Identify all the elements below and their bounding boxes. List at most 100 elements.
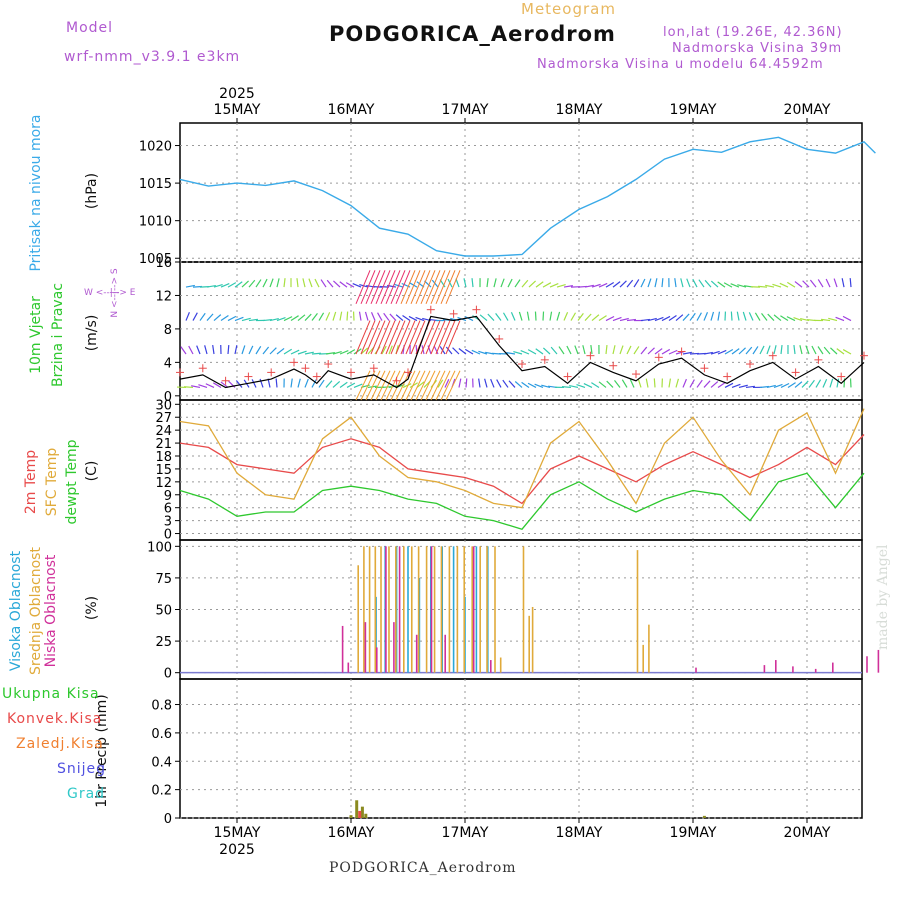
- x-bottom-label: 19MAY: [670, 825, 717, 841]
- wind-barb: [828, 317, 838, 322]
- wind-barb: [563, 312, 569, 321]
- wind-barb: [542, 282, 552, 288]
- wind-barb: [241, 317, 251, 322]
- wind-barb: [435, 320, 451, 355]
- y-tick-label: 0.2: [151, 784, 172, 799]
- wind-barb: [206, 313, 214, 321]
- wind-barb: [510, 312, 516, 321]
- wind-barb: [614, 379, 621, 388]
- wind-barb: [383, 312, 390, 321]
- x-top-label: 15MAY: [214, 102, 261, 118]
- wind-barb: [514, 279, 521, 288]
- wind-barb: [661, 315, 671, 322]
- wind-barb: [815, 379, 822, 388]
- y-tick-label: 27: [155, 411, 172, 426]
- x-top-label: 19MAY: [670, 102, 717, 118]
- y-tick-label: 1020: [139, 140, 172, 155]
- wind-barb: [836, 378, 840, 388]
- wind-barb: [445, 346, 453, 355]
- wind-barb: [535, 348, 544, 355]
- wind-barb: [370, 320, 386, 355]
- wind-barb: [612, 316, 622, 322]
- wind-barb: [235, 380, 243, 388]
- wind-barb: [640, 318, 651, 322]
- wind-barb: [647, 317, 657, 322]
- wind-barb: [496, 379, 502, 388]
- model-elevation-label: Nadmorska Visina u modelu 64.4592m: [537, 57, 824, 72]
- x-bottom-year: 2025: [219, 842, 255, 858]
- wind-barb: [370, 370, 386, 401]
- wind-barb: [799, 345, 803, 355]
- wind-barb: [561, 386, 572, 389]
- y-tick-label: 1005: [139, 252, 172, 267]
- wind-barb: [574, 345, 579, 355]
- wind-barb: [415, 316, 425, 322]
- temp-2m-line: [179, 434, 865, 505]
- wind-barb: [425, 270, 441, 305]
- y-tick-label: 1015: [139, 177, 172, 192]
- wind-barb: [304, 313, 312, 321]
- wind-barb: [262, 346, 270, 355]
- wind-barb: [717, 349, 727, 355]
- lonlat-label: lon,lat (19.26E, 42.36N): [663, 25, 843, 40]
- wind-barb: [471, 349, 481, 355]
- wind-barb: [458, 348, 467, 355]
- wind-barb: [830, 347, 838, 355]
- wind-barb: [704, 279, 712, 288]
- wind-barb: [471, 278, 474, 288]
- panel-frame-0: [179, 122, 863, 263]
- wind-barb: [558, 346, 565, 355]
- wind-barb: [220, 283, 230, 288]
- wind-barb: [400, 370, 416, 401]
- wind-barb: [582, 345, 586, 355]
- wind-barb: [766, 384, 776, 389]
- wind-barb: [445, 320, 461, 355]
- wind-barb: [534, 383, 544, 389]
- temp-sfc-line: [179, 408, 865, 509]
- wind-barb: [829, 378, 834, 388]
- wind-barb: [420, 320, 436, 355]
- wind-barb: [370, 312, 376, 321]
- station-title: PODGORICA_Aerodrom: [329, 22, 616, 46]
- wind-barb: [682, 313, 690, 321]
- wind-compass-we: W <--|--> E: [84, 288, 136, 298]
- wind-barb: [389, 313, 397, 321]
- wind-barb: [619, 345, 624, 355]
- wind-barb: [717, 281, 726, 288]
- wind-barb: [723, 282, 733, 288]
- wind-barb: [297, 350, 307, 355]
- wind-barb: [206, 284, 216, 288]
- wind-barb: [849, 278, 852, 288]
- wind-barb: [262, 319, 273, 322]
- wind-barb: [619, 280, 627, 288]
- wind-barb: [668, 349, 678, 355]
- wind-barb: [773, 345, 777, 355]
- wind-barb: [811, 345, 817, 355]
- wind-barb: [478, 350, 488, 355]
- wind-barb: [772, 283, 782, 288]
- wind-barb: [444, 379, 450, 388]
- wind-barb: [633, 279, 640, 288]
- wind-barb: [433, 345, 439, 355]
- wind-barb: [513, 350, 523, 355]
- precip-legend-snow: Snijeg: [57, 761, 107, 777]
- x-top-label: 20MAY: [784, 102, 831, 118]
- y-tick-label: 16: [155, 256, 172, 271]
- wind-barb: [836, 348, 845, 355]
- wind-barb: [793, 317, 803, 322]
- panel-frame-2: [179, 399, 863, 541]
- wind-barb: [605, 344, 608, 355]
- wind-barb: [682, 378, 687, 388]
- wind-barb: [199, 312, 206, 321]
- wind-barb: [185, 284, 195, 288]
- wind-barb: [612, 281, 621, 288]
- wind-barb: [364, 311, 369, 321]
- wind-barb: [541, 384, 551, 389]
- wind-barb: [388, 345, 393, 355]
- wind-barb: [420, 370, 436, 401]
- wind-barbs: [176, 278, 852, 389]
- wind-barb: [759, 385, 770, 389]
- y-tick-label: 6: [164, 502, 172, 517]
- wind-barb: [528, 280, 537, 288]
- pressure-line: [179, 136, 876, 257]
